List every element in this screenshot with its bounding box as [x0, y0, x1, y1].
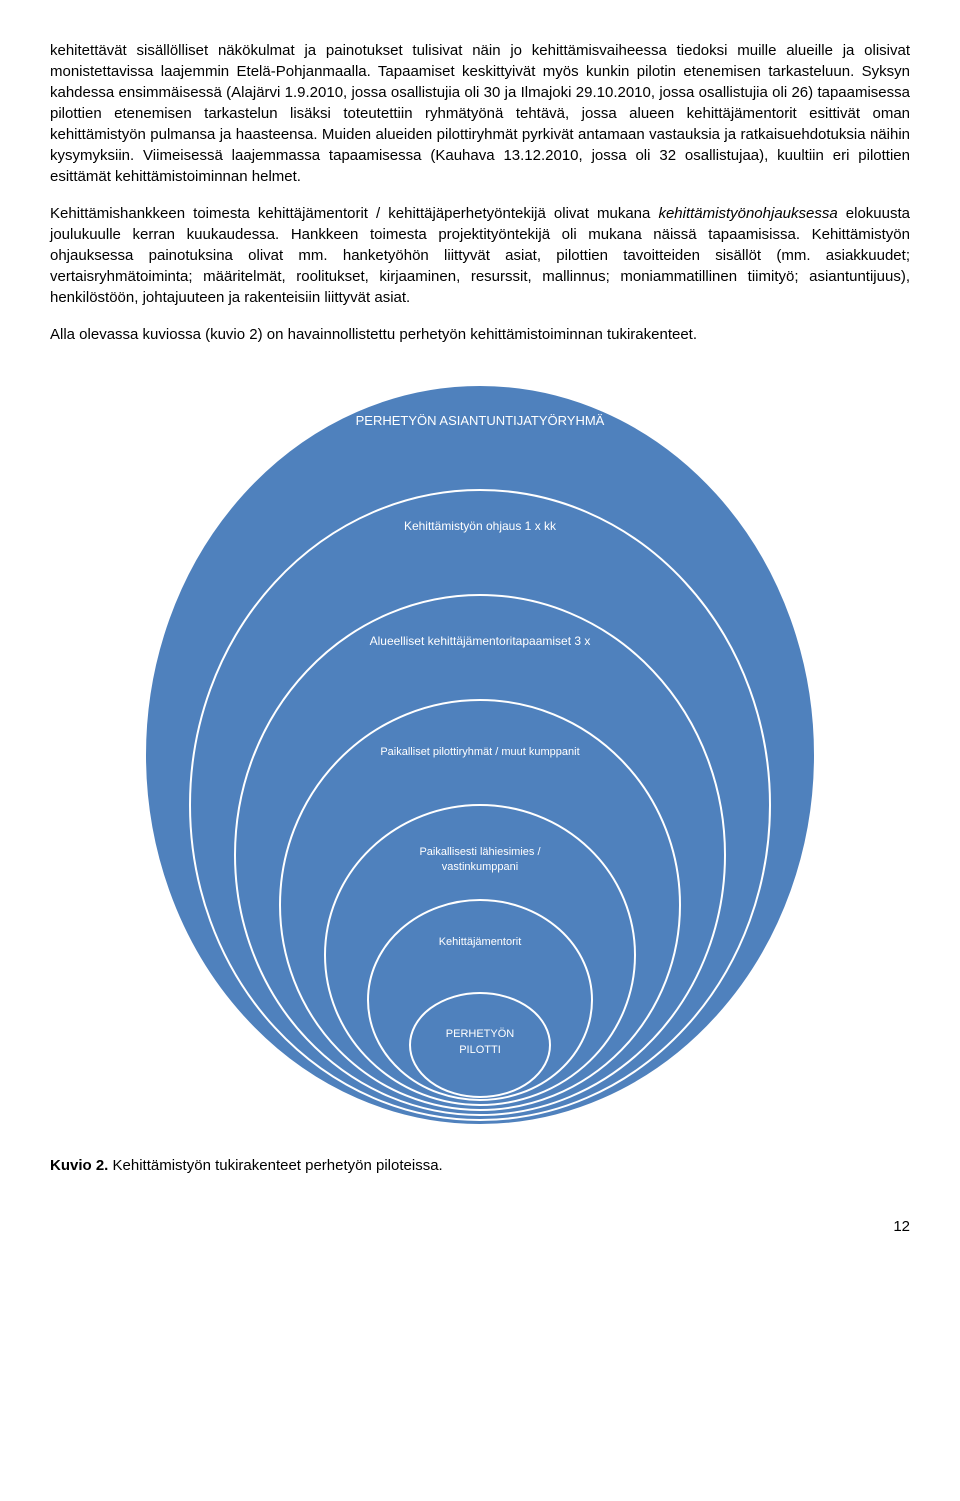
ellipse-label: Kehittämistyön ohjaus 1 x kk [404, 519, 557, 533]
diagram-svg: PERHETYÖN ASIANTUNTIJATYÖRYHMÄ Kehittämis… [130, 365, 830, 1125]
p2-italic: kehittämistyönohjauksessa [658, 205, 837, 222]
ellipse-label: PERHETYÖN ASIANTUNTIJATYÖRYHMÄ [356, 413, 605, 428]
paragraph-2: Kehittämishankkeen toimesta kehittäjämen… [50, 203, 910, 308]
ellipse-label: Paikalliset pilottiryhmät / muut kumppan… [380, 746, 579, 758]
caption-text: Kehittämistyön tukirakenteet perhetyön p… [108, 1157, 442, 1174]
nested-ellipse-diagram: PERHETYÖN ASIANTUNTIJATYÖRYHMÄ Kehittämis… [50, 365, 910, 1125]
ellipse-label: vastinkumppani [442, 861, 518, 873]
paragraph-1: kehitettävät sisällölliset näkökulmat ja… [50, 40, 910, 187]
ellipse-label: PERHETYÖN [446, 1028, 515, 1040]
paragraph-3: Alla olevassa kuviossa (kuvio 2) on hava… [50, 324, 910, 345]
figure-caption: Kuvio 2. Kehittämistyön tukirakenteet pe… [50, 1155, 910, 1176]
ellipse-label: Alueelliset kehittäjämentoritapaamiset 3… [370, 634, 591, 648]
ellipse-label: PILOTTI [459, 1044, 501, 1056]
caption-label: Kuvio 2. [50, 1157, 108, 1174]
ellipse-label: Kehittäjämentorit [439, 936, 522, 948]
page-number: 12 [50, 1216, 910, 1237]
p2-part-a: Kehittämishankkeen toimesta kehittäjämen… [50, 205, 658, 222]
ellipse-label: Paikallisesti lähiesimies / [419, 846, 541, 858]
